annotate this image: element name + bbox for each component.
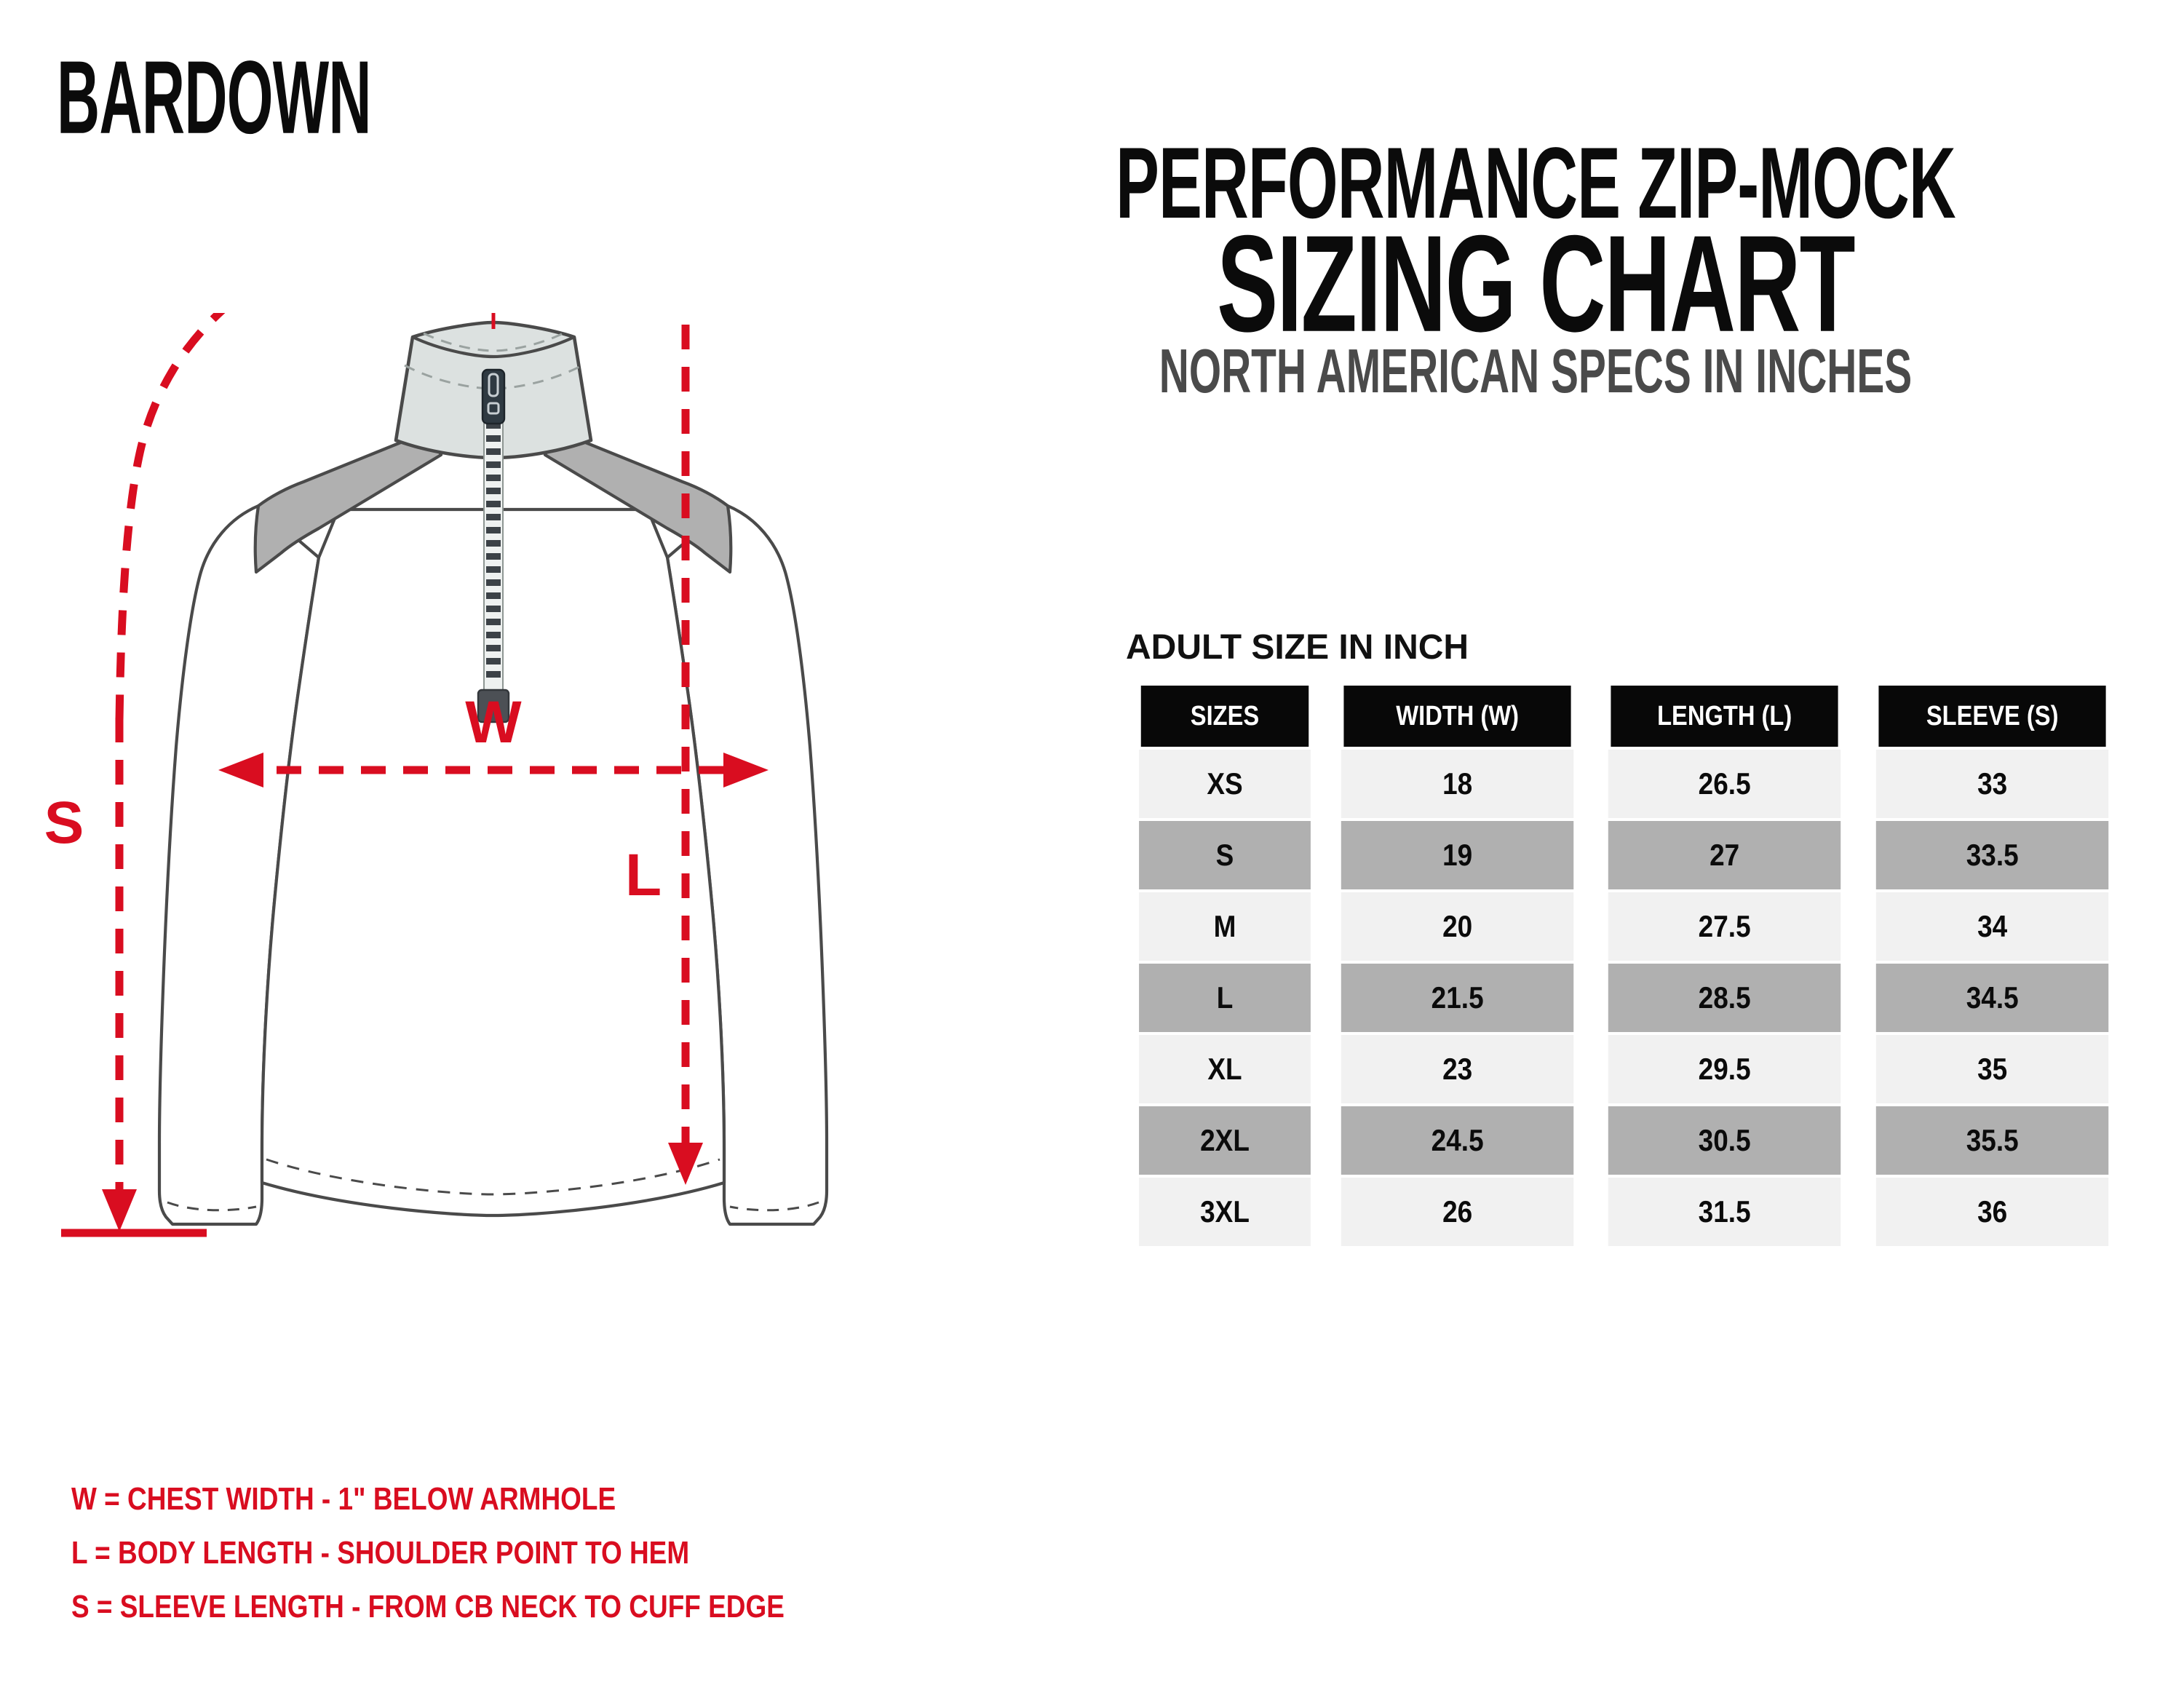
cell-length: 27.5: [1608, 892, 1841, 961]
width-arrowhead-right: [723, 753, 769, 788]
measurement-annotations: S W L: [44, 313, 769, 1237]
table-header-row: SIZES WIDTH (W) LENGTH (L) SLEEVE (S): [1127, 686, 2124, 747]
cell-length: 30.5: [1608, 1106, 1841, 1175]
cell-width: 21.5: [1341, 964, 1574, 1032]
cell-size: M: [1139, 892, 1311, 961]
measurement-legend: W = CHEST WIDTH - 1" BELOW ARMHOLE L = B…: [71, 1483, 921, 1645]
cell-sleeve: 33.5: [1875, 821, 2109, 889]
column-header-length: LENGTH (L): [1611, 686, 1839, 747]
cell-size: XS: [1139, 750, 1311, 818]
collar-top-stitch: [423, 332, 564, 352]
garment-body-group: [157, 320, 829, 1226]
legend-line-length: L = BODY LENGTH - SHOULDER POINT TO HEM: [71, 1535, 690, 1571]
cell-length: 26.5: [1608, 750, 1841, 818]
cell-length: 27: [1608, 821, 1841, 889]
left-cuff-stitch: [167, 1201, 257, 1212]
table-caption: ADULT SIZE IN INCH: [1126, 628, 1469, 667]
right-cuff-stitch: [729, 1201, 819, 1212]
left-shoulder-panel: [253, 429, 443, 574]
sleeve-measure-label: S: [44, 790, 84, 856]
length-measure-label: L: [625, 842, 662, 908]
table-row: M 20 27.5 34: [1127, 892, 2124, 961]
hem-stitch: [266, 1158, 720, 1196]
table-row: XS 18 26.5 33: [1127, 750, 2124, 818]
legend-line-width: W = CHEST WIDTH - 1" BELOW ARMHOLE: [71, 1481, 616, 1517]
width-measure-label: W: [465, 689, 522, 755]
cell-sleeve: 34: [1875, 892, 2109, 961]
cell-width: 19: [1341, 821, 1574, 889]
page-title-primary: PERFORMANCE ZIP-MOCK: [1116, 126, 1956, 239]
column-header-sizes: SIZES: [1140, 686, 1309, 747]
table-row: 2XL 24.5 30.5 35.5: [1127, 1106, 2124, 1175]
column-header-sleeve: SLEEVE (S): [1878, 686, 2106, 747]
cell-sleeve: 35: [1875, 1035, 2109, 1103]
cell-width: 20: [1341, 892, 1574, 961]
table-row: XL 23 29.5 35: [1127, 1035, 2124, 1103]
cell-width: 24.5: [1341, 1106, 1574, 1175]
cell-sleeve: 36: [1875, 1178, 2109, 1246]
cell-size: 2XL: [1139, 1106, 1311, 1175]
page-subtitle: NORTH AMERICAN SPECS IN INCHES: [1159, 336, 1913, 406]
zipper-pull-tab: [488, 373, 499, 397]
zipper-pull-eye: [487, 402, 500, 415]
zipper-stopper: [477, 689, 510, 723]
width-arrowhead-left: [218, 753, 263, 788]
cell-size: S: [1139, 821, 1311, 889]
cell-sleeve: 35.5: [1875, 1106, 2109, 1175]
cell-size: L: [1139, 964, 1311, 1032]
table-row: L 21.5 28.5 34.5: [1127, 964, 2124, 1032]
collar-inner-stitch: [404, 364, 583, 390]
sleeve-measure-arrowhead: [102, 1189, 137, 1231]
header-title-block: PERFORMANCE ZIP-MOCK SIZING CHART NORTH …: [939, 126, 2132, 402]
legend-line-sleeve: S = SLEEVE LENGTH - FROM CB NECK TO CUFF…: [71, 1589, 785, 1624]
cell-length: 31.5: [1608, 1178, 1841, 1246]
brand-logo: BARDOWN: [57, 39, 372, 156]
cell-width: 26: [1341, 1178, 1574, 1246]
cell-size: XL: [1139, 1035, 1311, 1103]
torso-body: [260, 507, 726, 1218]
cell-sleeve: 33: [1875, 750, 2109, 818]
zipper: [477, 368, 510, 723]
sleeve-measure-arc: [115, 313, 226, 721]
cell-size: 3XL: [1139, 1178, 1311, 1246]
size-table: SIZES WIDTH (W) LENGTH (L) SLEEVE (S) XS…: [1124, 683, 2127, 1249]
cell-sleeve: 34.5: [1875, 964, 2109, 1032]
collar-top-edge: [412, 336, 575, 359]
length-arrowhead-bottom: [668, 1143, 703, 1185]
table-row: 3XL 26 31.5 36: [1127, 1178, 2124, 1246]
column-header-width: WIDTH (W): [1343, 686, 1571, 747]
table-row: S 19 27 33.5: [1127, 821, 2124, 889]
page-title-secondary: SIZING CHART: [1217, 205, 1855, 360]
zipper-teeth: [486, 383, 501, 678]
garment-illustration: S W L: [0, 313, 982, 1492]
cell-width: 18: [1341, 750, 1574, 818]
cell-length: 28.5: [1608, 964, 1841, 1032]
cell-length: 29.5: [1608, 1035, 1841, 1103]
cell-width: 23: [1341, 1035, 1574, 1103]
